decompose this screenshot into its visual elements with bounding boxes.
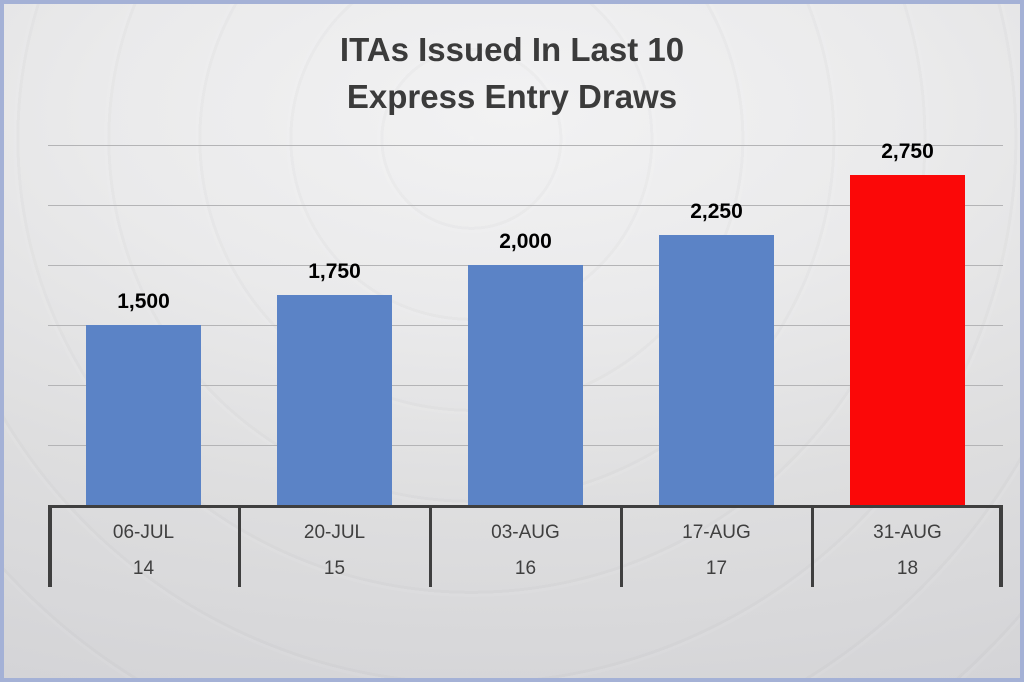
bar-value-label: 1,500 [117,290,170,313]
bar-value-label: 1,750 [308,260,361,283]
x-axis-tick [48,505,52,587]
x-axis-category: 31-AUG 18 [812,505,1003,587]
x-axis-tick [620,505,623,587]
bar-06-jul [86,325,201,505]
gridline-2500 [48,205,1003,206]
bar-17-aug [659,235,774,505]
x-axis-draw-number: 15 [323,558,346,579]
x-axis-date-label: 31-AUG [873,522,942,543]
x-axis-date-label: 06-JUL [112,522,175,543]
x-axis-date-label: 03-AUG [491,522,560,543]
x-axis-draw-number: 16 [514,558,537,579]
chart-title-line-2: Express Entry Draws [346,78,678,115]
x-axis-tick [999,505,1003,587]
x-axis-tick [811,505,814,587]
chart-title-line-1: ITAs Issued In Last 10 [339,31,685,68]
x-axis-draw-number: 18 [896,558,919,579]
plot-area: 1,500 1,750 2,000 2,250 2,750 06-JUL 14 20-JUL 1… [48,4,1003,678]
chart-title: ITAs Issued In Last 10 Express Entry Dra… [4,26,1020,120]
x-axis-draw-number: 14 [132,558,155,579]
bar-value-label: 2,750 [881,140,934,163]
bar-value-label: 2,250 [690,200,743,223]
bar-value-label: 2,000 [499,230,552,253]
bar-31-aug [850,175,965,505]
bar-03-aug [468,265,583,505]
x-axis-line [48,505,1003,508]
x-axis-category: 03-AUG 16 [430,505,621,587]
bar-20-jul [277,295,392,505]
x-axis-category: 06-JUL 14 [48,505,239,587]
gridline-3000 [48,145,1003,146]
x-axis-tick [238,505,241,587]
x-axis-tick [429,505,432,587]
x-axis-category: 17-AUG 17 [621,505,812,587]
x-axis-date-label: 17-AUG [682,522,751,543]
x-axis-draw-number: 17 [705,558,728,579]
x-axis-date-label: 20-JUL [303,522,366,543]
x-axis: 06-JUL 14 20-JUL 15 03-AUG 16 17-AUG 17 31-AUG 18 [48,505,1003,587]
x-axis-category: 20-JUL 15 [239,505,430,587]
